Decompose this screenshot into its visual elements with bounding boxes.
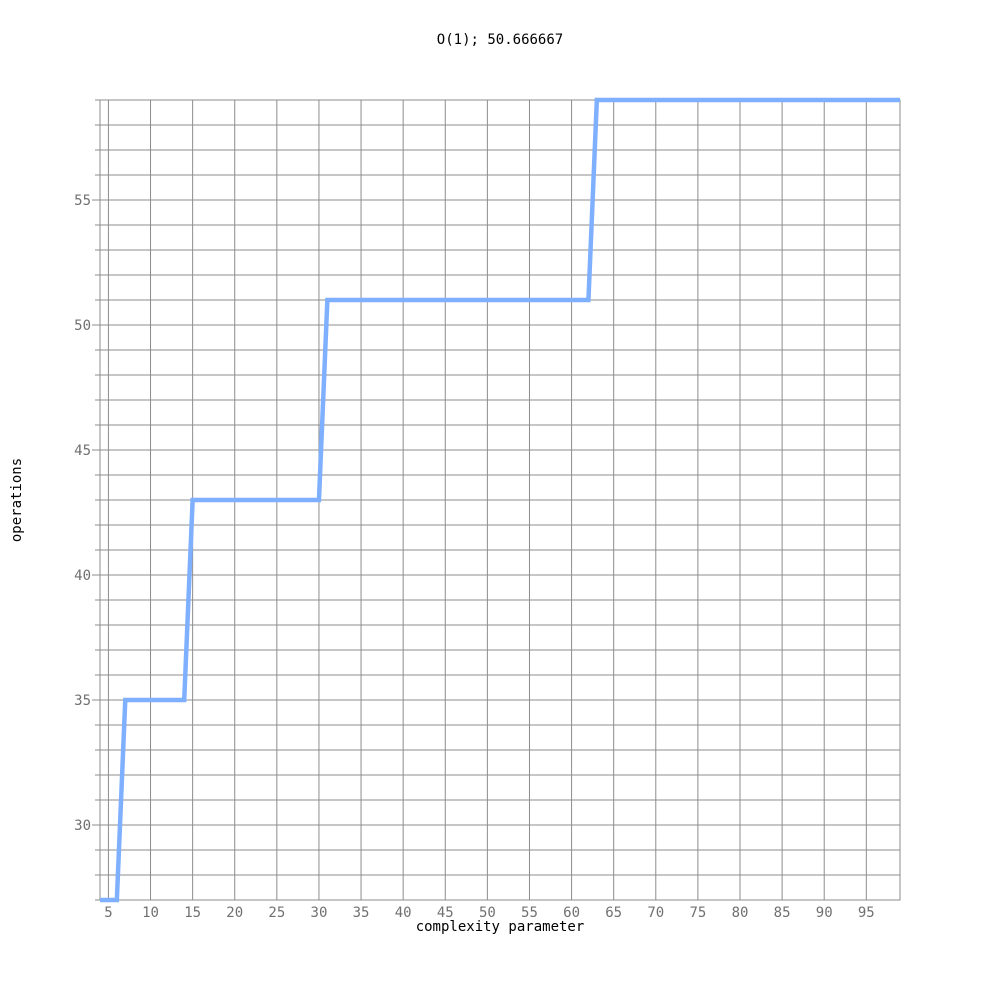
x-axis-label: complexity parameter [416, 919, 585, 935]
x-tick-label: 80 [732, 905, 749, 921]
x-tick-label: 55 [521, 905, 538, 921]
x-tick-label: 30 [311, 905, 328, 921]
series-layer [100, 97, 900, 903]
y-axis-label: operations [9, 458, 25, 542]
x-tick-label: 75 [689, 905, 706, 921]
x-axis-ticks: 5 10 15 20 25 30 35 40 45 50 55 60 65 70 75 80 85 90 95 [104, 905, 875, 921]
x-tick-label: 35 [353, 905, 370, 921]
x-tick-label: 50 [479, 905, 496, 921]
y-tick-label: 55 [74, 193, 91, 209]
y-tick-label: 50 [74, 318, 91, 334]
x-tick-label: 15 [184, 905, 201, 921]
x-tick-label: 70 [647, 905, 664, 921]
y-tick-label: 40 [74, 568, 91, 584]
x-tick-label: 10 [142, 905, 159, 921]
x-tick-label: 5 [104, 905, 112, 921]
chart-title: O(1); 50.666667 [437, 32, 563, 48]
x-tick-label: 65 [605, 905, 622, 921]
series-line [100, 97, 900, 903]
grid [92, 99, 900, 901]
x-tick-label: 90 [816, 905, 833, 921]
y-axis-ticks: 30 35 40 45 50 55 [74, 193, 91, 834]
y-tick-label: 45 [74, 443, 91, 459]
plot-frame [99, 99, 901, 901]
x-tick-label: 60 [563, 905, 580, 921]
x-tick-label: 25 [268, 905, 285, 921]
x-tick-label: 95 [858, 905, 875, 921]
x-tick-label: 45 [437, 905, 454, 921]
x-tick-label: 20 [226, 905, 243, 921]
y-tick-label: 35 [74, 693, 91, 709]
y-tick-label: 30 [74, 818, 91, 834]
x-tick-label: 85 [774, 905, 791, 921]
x-tick-label: 40 [395, 905, 412, 921]
